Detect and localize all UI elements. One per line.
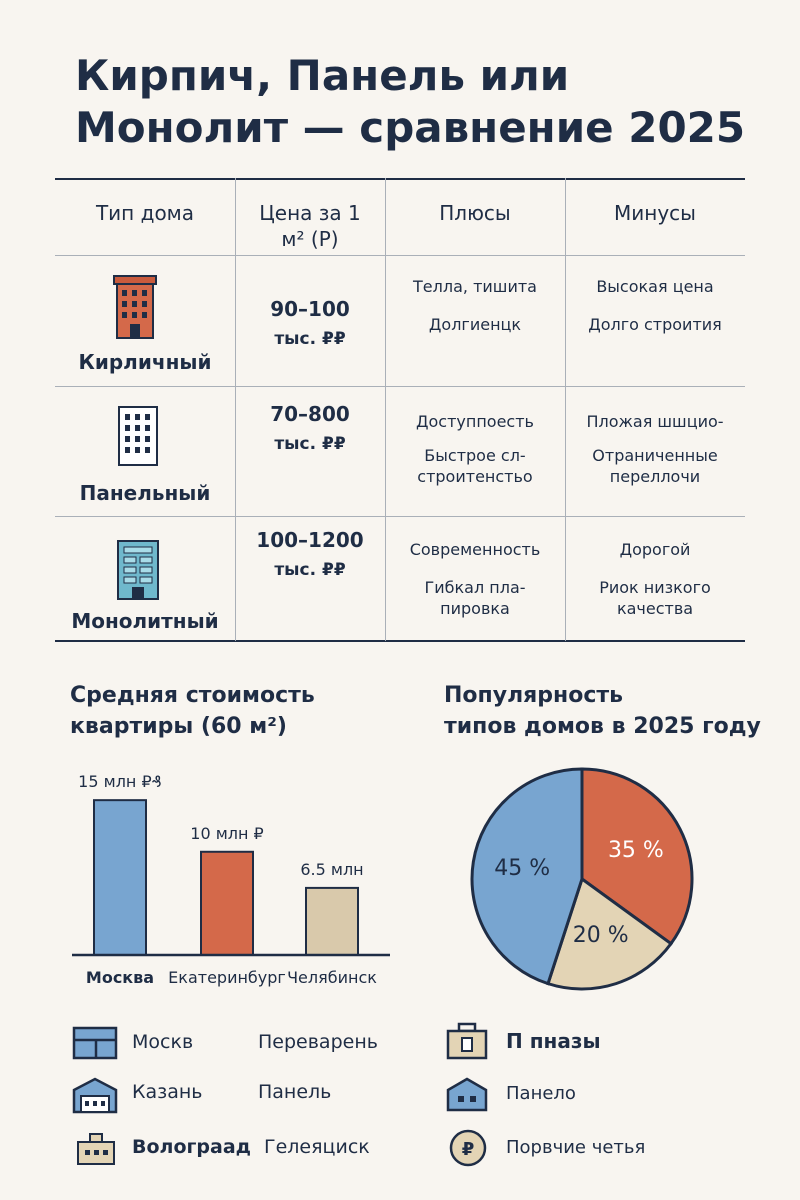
header-price-line-2: м² (Р)	[281, 227, 339, 251]
header-price: Цена за 1 м² (Р)	[235, 200, 385, 252]
table-header-rule	[55, 255, 745, 256]
row-panel-price: 70–800 тыс. ₽₽	[235, 399, 385, 459]
legend-right-3: Порвчие четья	[506, 1137, 646, 1158]
bar-chart-title: Средняя стоимость квартиры (60 м²)	[70, 680, 315, 742]
row-panel-price-unit: тыс. ₽₽	[274, 434, 346, 454]
table-row-panel: Панельный 70–800 тыс. ₽₽ Доступпоесть Бы…	[55, 387, 745, 517]
header-pros: Плюсы	[439, 201, 511, 225]
bar-category-label-1: Москва	[85, 968, 155, 987]
row-monolith-price-unit: тыс. ₽₽	[274, 560, 346, 580]
row-monolith-pro-2-line-1: Гибкал пла-	[424, 578, 526, 597]
table-top-rule	[55, 178, 745, 180]
legend-left-3: Волограад	[132, 1136, 252, 1158]
pie-chart	[470, 767, 694, 991]
legend-mid-2: Панель	[258, 1081, 332, 1103]
bar-value-label-2: 10 млн ₽	[190, 823, 264, 843]
pie-label-1: 45 %	[494, 855, 551, 881]
house-icon	[72, 1077, 118, 1114]
bar-chart-title-line-1: Средняя стоимость	[70, 683, 315, 708]
legend-right-1: П пназы	[506, 1029, 601, 1053]
row-panel-con-2: Отраниченные переллочи	[565, 445, 745, 487]
bar-chart	[72, 799, 390, 957]
row-monolith-con-2-line-1: Риок низкого	[599, 578, 711, 597]
map-block-icon	[72, 1026, 118, 1060]
table-row-rule-2	[55, 516, 745, 517]
pie-chart-title-line-1: Популярность	[444, 683, 624, 708]
legend-left-1: Москв	[132, 1031, 194, 1053]
legend-mid-3: Гелеяциск	[264, 1136, 370, 1158]
row-panel-pro-2-line-1: Быстрое сл-	[424, 446, 526, 465]
title-line-2: Монолит — сравнение 2025	[75, 103, 746, 152]
table-bottom-rule	[55, 640, 745, 642]
panel-house-icon	[446, 1077, 488, 1112]
row-brick-con-2: Долго строития	[588, 315, 722, 334]
row-brick-pro-1: Телла, тишита	[413, 277, 537, 296]
ruble-coin-icon: ₽	[449, 1129, 487, 1167]
row-panel-con-2-line-2: переллочи	[609, 467, 701, 486]
bar-category-label-2: Екатеринбург	[168, 968, 286, 987]
pie-chart-title: Популярность типов домов в 2025 году	[444, 680, 761, 742]
header-cons: Минусы	[614, 201, 696, 225]
bar-3	[305, 886, 359, 956]
suitcase-icon	[446, 1022, 488, 1060]
row-monolith-con-2: Риок низкого качества	[565, 577, 745, 619]
row-monolith-con-2-line-2: качества	[616, 599, 694, 618]
pie-chart-title-line-2: типов домов в 2025 году	[444, 714, 761, 739]
row-panel-con-1: Пложая шшцио-	[586, 412, 724, 431]
ruble-glyph: ₽	[462, 1139, 475, 1160]
panel-building-icon	[118, 406, 158, 466]
row-brick-price-value: 90–100	[270, 297, 350, 321]
bar-2	[200, 850, 254, 956]
row-monolith-name: Монолитный	[71, 609, 219, 633]
header-type: Тип дома	[95, 201, 195, 225]
pie-slice-2	[580, 767, 694, 946]
row-monolith-pro-1: Современность	[409, 540, 541, 559]
row-monolith-pro-2-line-2: пировка	[440, 599, 510, 618]
bar-value-label-1: 15 млн ₽₰	[78, 772, 162, 792]
row-panel-con-2-line-1: Отраниченные	[592, 446, 718, 465]
legend-right-2: Панело	[506, 1083, 576, 1104]
row-monolith-price-value: 100–1200	[256, 528, 364, 552]
row-panel-price-value: 70–800	[270, 402, 350, 426]
table-col-divider-3	[565, 178, 566, 641]
row-brick-con-1: Высокая цена	[596, 277, 714, 296]
row-panel-pro-2: Быстрое сл- строитенстьо	[385, 445, 565, 487]
row-panel-pro-2-line-2: строитенстьо	[417, 467, 533, 486]
table-col-divider-2	[385, 178, 386, 641]
table-row-brick: Кирличный 90–100 тыс. ₽₽ Телла, тишита Д…	[55, 256, 745, 386]
row-panel-name: Панельный	[79, 481, 211, 505]
legend-left-2: Казань	[132, 1081, 203, 1103]
row-brick-price: 90–100 тыс. ₽₽	[235, 294, 385, 354]
small-building-icon	[77, 1133, 115, 1165]
table-col-divider-1	[235, 178, 236, 641]
header-price-line-1: Цена за 1	[259, 201, 361, 225]
row-panel-pro-1: Доступпоесть	[416, 412, 534, 431]
pie-label-2: 35 %	[607, 837, 664, 863]
brick-building-icon	[113, 275, 157, 339]
bar-value-label-3: 6.5 млн	[300, 859, 364, 879]
table-row-rule-1	[55, 386, 745, 387]
bar-1	[93, 799, 147, 957]
page-title: Кирпич, Панель или Монолит — сравнение 2…	[75, 50, 775, 154]
row-brick-name: Кирличный	[78, 350, 212, 374]
row-brick-pro-2: Долгиенцк	[428, 315, 522, 334]
bar-chart-title-line-2: квартиры (60 м²)	[70, 714, 287, 739]
bar-category-label-3: Челябинск	[287, 968, 377, 987]
legend-mid-1: Переварень	[258, 1031, 378, 1053]
pie-slice-3	[546, 876, 674, 991]
row-monolith-con-1: Дорогой	[619, 540, 691, 559]
monolith-building-icon	[117, 540, 159, 600]
row-brick-price-unit: тыс. ₽₽	[274, 329, 346, 349]
row-monolith-pro-2: Гибкал пла- пировка	[385, 577, 565, 619]
title-line-1: Кирпич, Панель или	[75, 51, 570, 100]
row-monolith-price: 100–1200 тыс. ₽₽	[235, 525, 385, 585]
pie-slice-1	[470, 767, 584, 986]
table-row-monolith: Монолитный 100–1200 тыс. ₽₽ Современност…	[55, 517, 745, 640]
pie-label-3: 20 %	[572, 922, 629, 948]
legend-right-1-text: П пназы	[506, 1029, 601, 1053]
